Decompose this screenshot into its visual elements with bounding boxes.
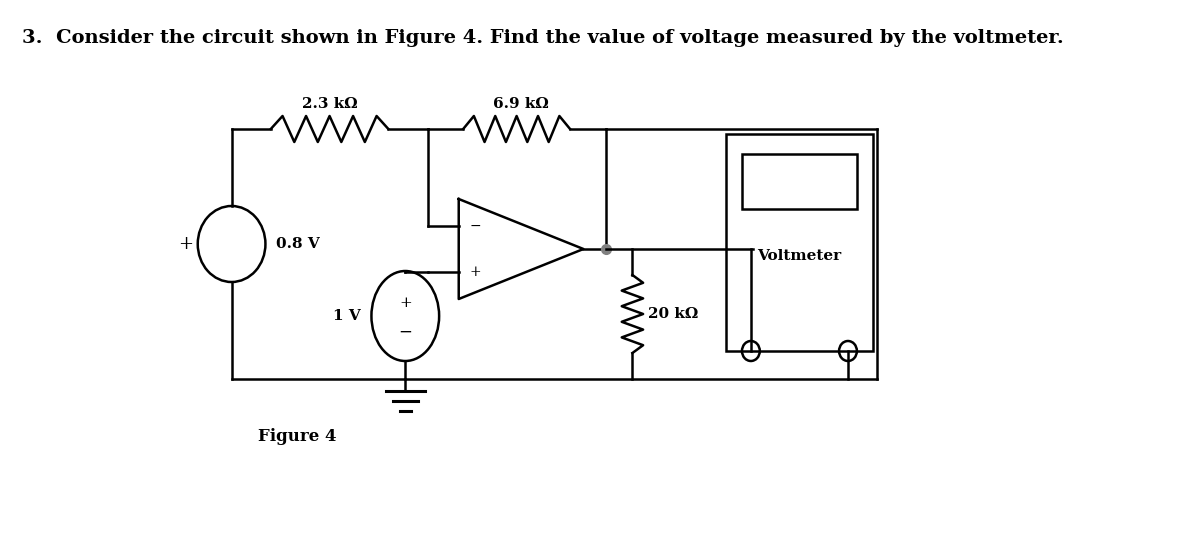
Text: 3.  Consider the circuit shown in Figure 4. Find the value of voltage measured b: 3. Consider the circuit shown in Figure …: [23, 29, 1064, 47]
Text: 1 V: 1 V: [332, 309, 361, 323]
Text: Figure 4: Figure 4: [258, 428, 337, 445]
Text: 6.9 kΩ: 6.9 kΩ: [493, 97, 548, 111]
Text: +: +: [179, 235, 193, 253]
Text: −: −: [398, 324, 413, 341]
Text: 2.3 kΩ: 2.3 kΩ: [301, 97, 358, 111]
Text: Voltmeter: Voltmeter: [757, 248, 841, 263]
Text: +: +: [469, 265, 481, 279]
Text: +: +: [398, 296, 412, 310]
Text: −: −: [469, 219, 481, 233]
Bar: [742, 154, 857, 209]
Text: 0.8 V: 0.8 V: [276, 237, 320, 251]
Text: 20 kΩ: 20 kΩ: [648, 307, 698, 321]
Bar: [726, 134, 872, 351]
